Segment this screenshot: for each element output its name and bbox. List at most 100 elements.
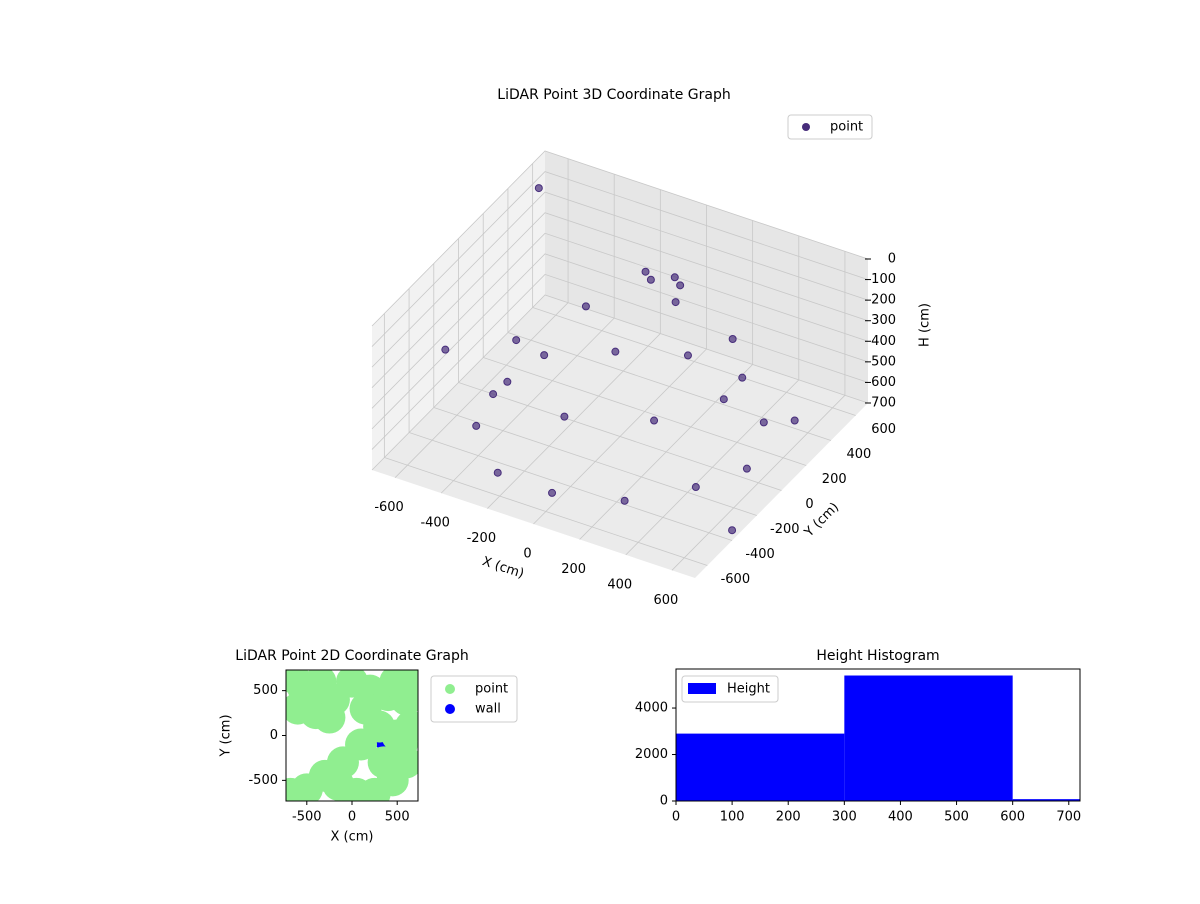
y-tick-label: -500 (248, 773, 278, 788)
x-tick-label: -200 (467, 531, 497, 546)
point (548, 488, 557, 497)
legend-marker (445, 704, 455, 714)
point (560, 412, 569, 421)
point (728, 526, 737, 535)
legend-label: point (475, 682, 508, 697)
point (534, 184, 543, 193)
z-tick-label: 400 (871, 334, 896, 349)
y-tick-label: 0 (660, 794, 668, 809)
x-tick-label: 400 (888, 810, 913, 825)
point (790, 416, 799, 425)
point (646, 275, 655, 284)
z-tick-label: 300 (871, 313, 896, 328)
point (540, 351, 549, 360)
point (683, 351, 692, 360)
z-tick-label: 100 (871, 272, 896, 287)
grid-line (371, 150, 869, 327)
x-tick-label: 0 (523, 547, 531, 562)
x-axis-label: X (cm) (480, 554, 526, 582)
point (611, 347, 620, 356)
grid-line (371, 212, 869, 388)
legend-label: wall (475, 702, 501, 717)
point (349, 692, 382, 725)
x-tick-label: 600 (654, 593, 679, 608)
y-tick-label: 2000 (635, 747, 668, 762)
x-tick-label: 400 (607, 577, 632, 592)
legend-box (681, 675, 779, 703)
legend-marker (445, 684, 455, 694)
y-tick-label: 600 (871, 422, 896, 437)
point (286, 777, 307, 801)
y-tick-label: 0 (270, 728, 278, 743)
x-tick-label: 500 (944, 810, 969, 825)
chart-title: LiDAR Point 2D Coordinate Graph (235, 648, 468, 664)
y-tick-label: 4000 (635, 701, 668, 716)
bar (844, 675, 1013, 801)
point (650, 416, 659, 425)
point (379, 670, 412, 698)
y-tick-label: 200 (822, 472, 847, 487)
x-tick-label: 700 (1056, 810, 1081, 825)
legend-label: Height (727, 682, 770, 697)
grid-line (371, 273, 869, 450)
point (719, 395, 728, 404)
y-tick-label: -200 (770, 522, 800, 537)
legend-marker (688, 683, 716, 694)
bar (1012, 799, 1080, 801)
point (728, 334, 737, 343)
chart-title: Height Histogram (816, 648, 939, 664)
x-tick-label: 0 (348, 810, 356, 825)
point (441, 345, 450, 354)
y-axis-label: Y (cm) (219, 714, 234, 757)
point (493, 468, 502, 477)
x-tick-label: 200 (776, 810, 801, 825)
point (581, 302, 590, 311)
y-tick-label: -600 (721, 572, 751, 587)
x-tick-label: 500 (385, 810, 410, 825)
legend-marker (802, 123, 810, 131)
point (313, 701, 346, 734)
grid-line (371, 171, 869, 347)
z-tick-label: 700 (871, 396, 896, 411)
grid-line (371, 253, 869, 430)
y-tick-label: 500 (253, 683, 278, 698)
z-tick-label: 0 (888, 252, 896, 267)
point (742, 464, 751, 473)
x-tick-label: -600 (374, 500, 404, 515)
point (503, 377, 512, 386)
z-tick-label: 600 (871, 375, 896, 390)
point (671, 298, 680, 307)
x-tick-label: 600 (1000, 810, 1025, 825)
point (472, 421, 481, 430)
point (322, 768, 355, 801)
grid-line (371, 294, 869, 471)
point (489, 390, 498, 399)
point (641, 267, 650, 276)
point (738, 373, 747, 382)
point (512, 336, 521, 345)
bar (676, 733, 845, 801)
z-tick-label: 200 (871, 293, 896, 308)
grid-line (371, 191, 869, 368)
x-tick-label: -500 (292, 810, 322, 825)
x-tick-label: 300 (832, 810, 857, 825)
chart-title: LiDAR Point 3D Coordinate Graph (497, 87, 730, 103)
point (759, 418, 768, 427)
y-tick-label: -400 (745, 547, 775, 562)
x-tick-label: 200 (561, 562, 586, 577)
point (676, 281, 685, 290)
point (367, 746, 400, 779)
x-axis-label: X (cm) (331, 830, 374, 845)
point (691, 483, 700, 492)
legend-box (787, 114, 873, 140)
point (670, 273, 679, 282)
z-tick-label: 500 (871, 354, 896, 369)
y-tick-label: 400 (847, 447, 872, 462)
x-tick-label: 0 (672, 810, 680, 825)
legend-label: point (830, 120, 863, 135)
z-axis-label: H (cm) (918, 303, 933, 347)
x-tick-label: -400 (420, 516, 450, 531)
plot-frame (675, 668, 1081, 802)
